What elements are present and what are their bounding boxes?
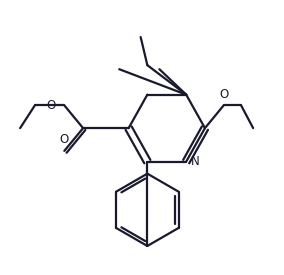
Text: O: O <box>47 99 56 112</box>
Text: O: O <box>60 133 69 146</box>
Text: O: O <box>219 87 228 101</box>
Text: N: N <box>191 155 200 168</box>
